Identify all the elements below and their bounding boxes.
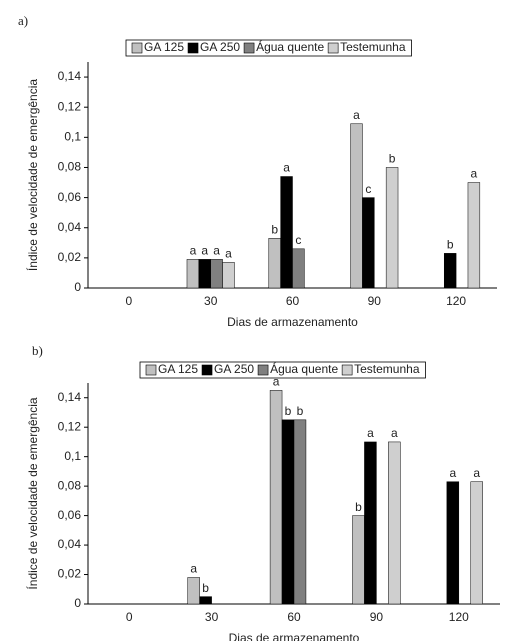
x-tick-label: 60 bbox=[286, 294, 300, 308]
significance-letter: a bbox=[353, 108, 360, 122]
bar bbox=[467, 182, 481, 289]
bar bbox=[186, 259, 200, 289]
bar bbox=[187, 577, 200, 605]
x-tick-label: 120 bbox=[449, 610, 469, 624]
legend-label: Testemunha bbox=[354, 362, 420, 376]
y-tick-label: 0 bbox=[74, 280, 81, 294]
legend-swatch bbox=[187, 42, 199, 54]
significance-letter: b bbox=[202, 581, 209, 595]
y-axis-label: Índice de velocidade de emergência bbox=[25, 397, 40, 589]
bar bbox=[198, 259, 211, 289]
bar bbox=[210, 259, 223, 289]
significance-letter: b bbox=[389, 152, 396, 166]
y-axis-label: Índice de velocidade de emergência bbox=[25, 79, 40, 271]
significance-letter: a bbox=[201, 244, 208, 258]
y-tick-label: 0,04 bbox=[58, 537, 82, 551]
significance-letter: b bbox=[355, 500, 362, 514]
y-tick-label: 0,1 bbox=[64, 449, 81, 463]
y-tick-label: 0,08 bbox=[58, 160, 82, 174]
legend-swatch bbox=[201, 364, 213, 376]
significance-letter: c bbox=[295, 233, 301, 247]
panel-label: b) bbox=[32, 343, 43, 358]
legend-swatch bbox=[257, 364, 269, 376]
y-tick-label: 0,04 bbox=[58, 220, 82, 234]
y-tick-label: 0,06 bbox=[58, 190, 82, 204]
legend-label: GA 125 bbox=[158, 362, 198, 376]
x-tick-label: 0 bbox=[126, 294, 133, 308]
legend-label: Água quente bbox=[256, 39, 324, 54]
bar bbox=[293, 419, 307, 605]
legend-swatch bbox=[131, 42, 143, 54]
legend-label: Testemunha bbox=[340, 40, 406, 54]
x-tick-label: 90 bbox=[368, 294, 382, 308]
significance-letter: b bbox=[285, 404, 292, 418]
x-tick-label: 0 bbox=[126, 610, 133, 624]
legend-swatch bbox=[145, 364, 157, 376]
bar bbox=[362, 197, 375, 289]
bar bbox=[364, 441, 377, 605]
bar bbox=[222, 262, 235, 289]
significance-letter: a bbox=[225, 247, 232, 261]
significance-letter: a bbox=[213, 244, 220, 258]
significance-letter: a bbox=[391, 426, 398, 440]
legend-swatch bbox=[243, 42, 255, 54]
significance-letter: a bbox=[471, 167, 478, 181]
significance-letter: b bbox=[297, 404, 304, 418]
bar bbox=[281, 419, 295, 605]
bar bbox=[443, 253, 457, 289]
bar bbox=[292, 248, 305, 289]
bar bbox=[280, 176, 293, 289]
significance-letter: a bbox=[273, 375, 280, 389]
bar bbox=[268, 238, 281, 289]
x-tick-label: 90 bbox=[370, 610, 384, 624]
x-tick-label: 60 bbox=[287, 610, 301, 624]
bar bbox=[269, 390, 283, 605]
y-tick-label: 0,14 bbox=[58, 69, 82, 83]
x-axis-label: Dias de armazenamento bbox=[227, 315, 358, 329]
significance-letter: a bbox=[473, 466, 480, 480]
y-tick-label: 0,1 bbox=[64, 130, 81, 144]
legend-swatch bbox=[341, 364, 353, 376]
panel-label: a) bbox=[18, 13, 28, 28]
legend-swatch bbox=[327, 42, 339, 54]
x-axis-label: Dias de armazenamento bbox=[229, 631, 360, 641]
significance-letter: a bbox=[367, 426, 374, 440]
y-tick-label: 0,14 bbox=[58, 390, 82, 404]
x-tick-label: 30 bbox=[204, 294, 218, 308]
y-tick-label: 0,08 bbox=[58, 478, 82, 492]
legend-label: GA 125 bbox=[144, 40, 184, 54]
y-tick-label: 0 bbox=[74, 596, 81, 610]
y-tick-label: 0,12 bbox=[58, 99, 82, 113]
x-tick-label: 30 bbox=[205, 610, 219, 624]
bar bbox=[199, 596, 212, 605]
significance-letter: a bbox=[190, 244, 197, 258]
significance-letter: c bbox=[365, 182, 371, 196]
significance-letter: b bbox=[271, 222, 278, 236]
significance-letter: a bbox=[190, 562, 197, 576]
y-tick-label: 0,02 bbox=[58, 250, 82, 264]
bar bbox=[352, 515, 365, 605]
x-tick-label: 120 bbox=[446, 294, 466, 308]
y-tick-label: 0,12 bbox=[58, 419, 82, 433]
bar bbox=[446, 481, 460, 605]
bar bbox=[385, 167, 399, 289]
legend-label: GA 250 bbox=[200, 40, 240, 54]
bar bbox=[350, 123, 363, 289]
significance-letter: b bbox=[447, 238, 454, 252]
legend-label: Água quente bbox=[270, 361, 338, 376]
y-tick-label: 0,02 bbox=[58, 567, 82, 581]
significance-letter: a bbox=[449, 466, 456, 480]
bar bbox=[470, 481, 483, 605]
y-tick-label: 0,06 bbox=[58, 508, 82, 522]
significance-letter: a bbox=[283, 161, 290, 175]
legend-label: GA 250 bbox=[214, 362, 254, 376]
bar bbox=[388, 441, 401, 605]
